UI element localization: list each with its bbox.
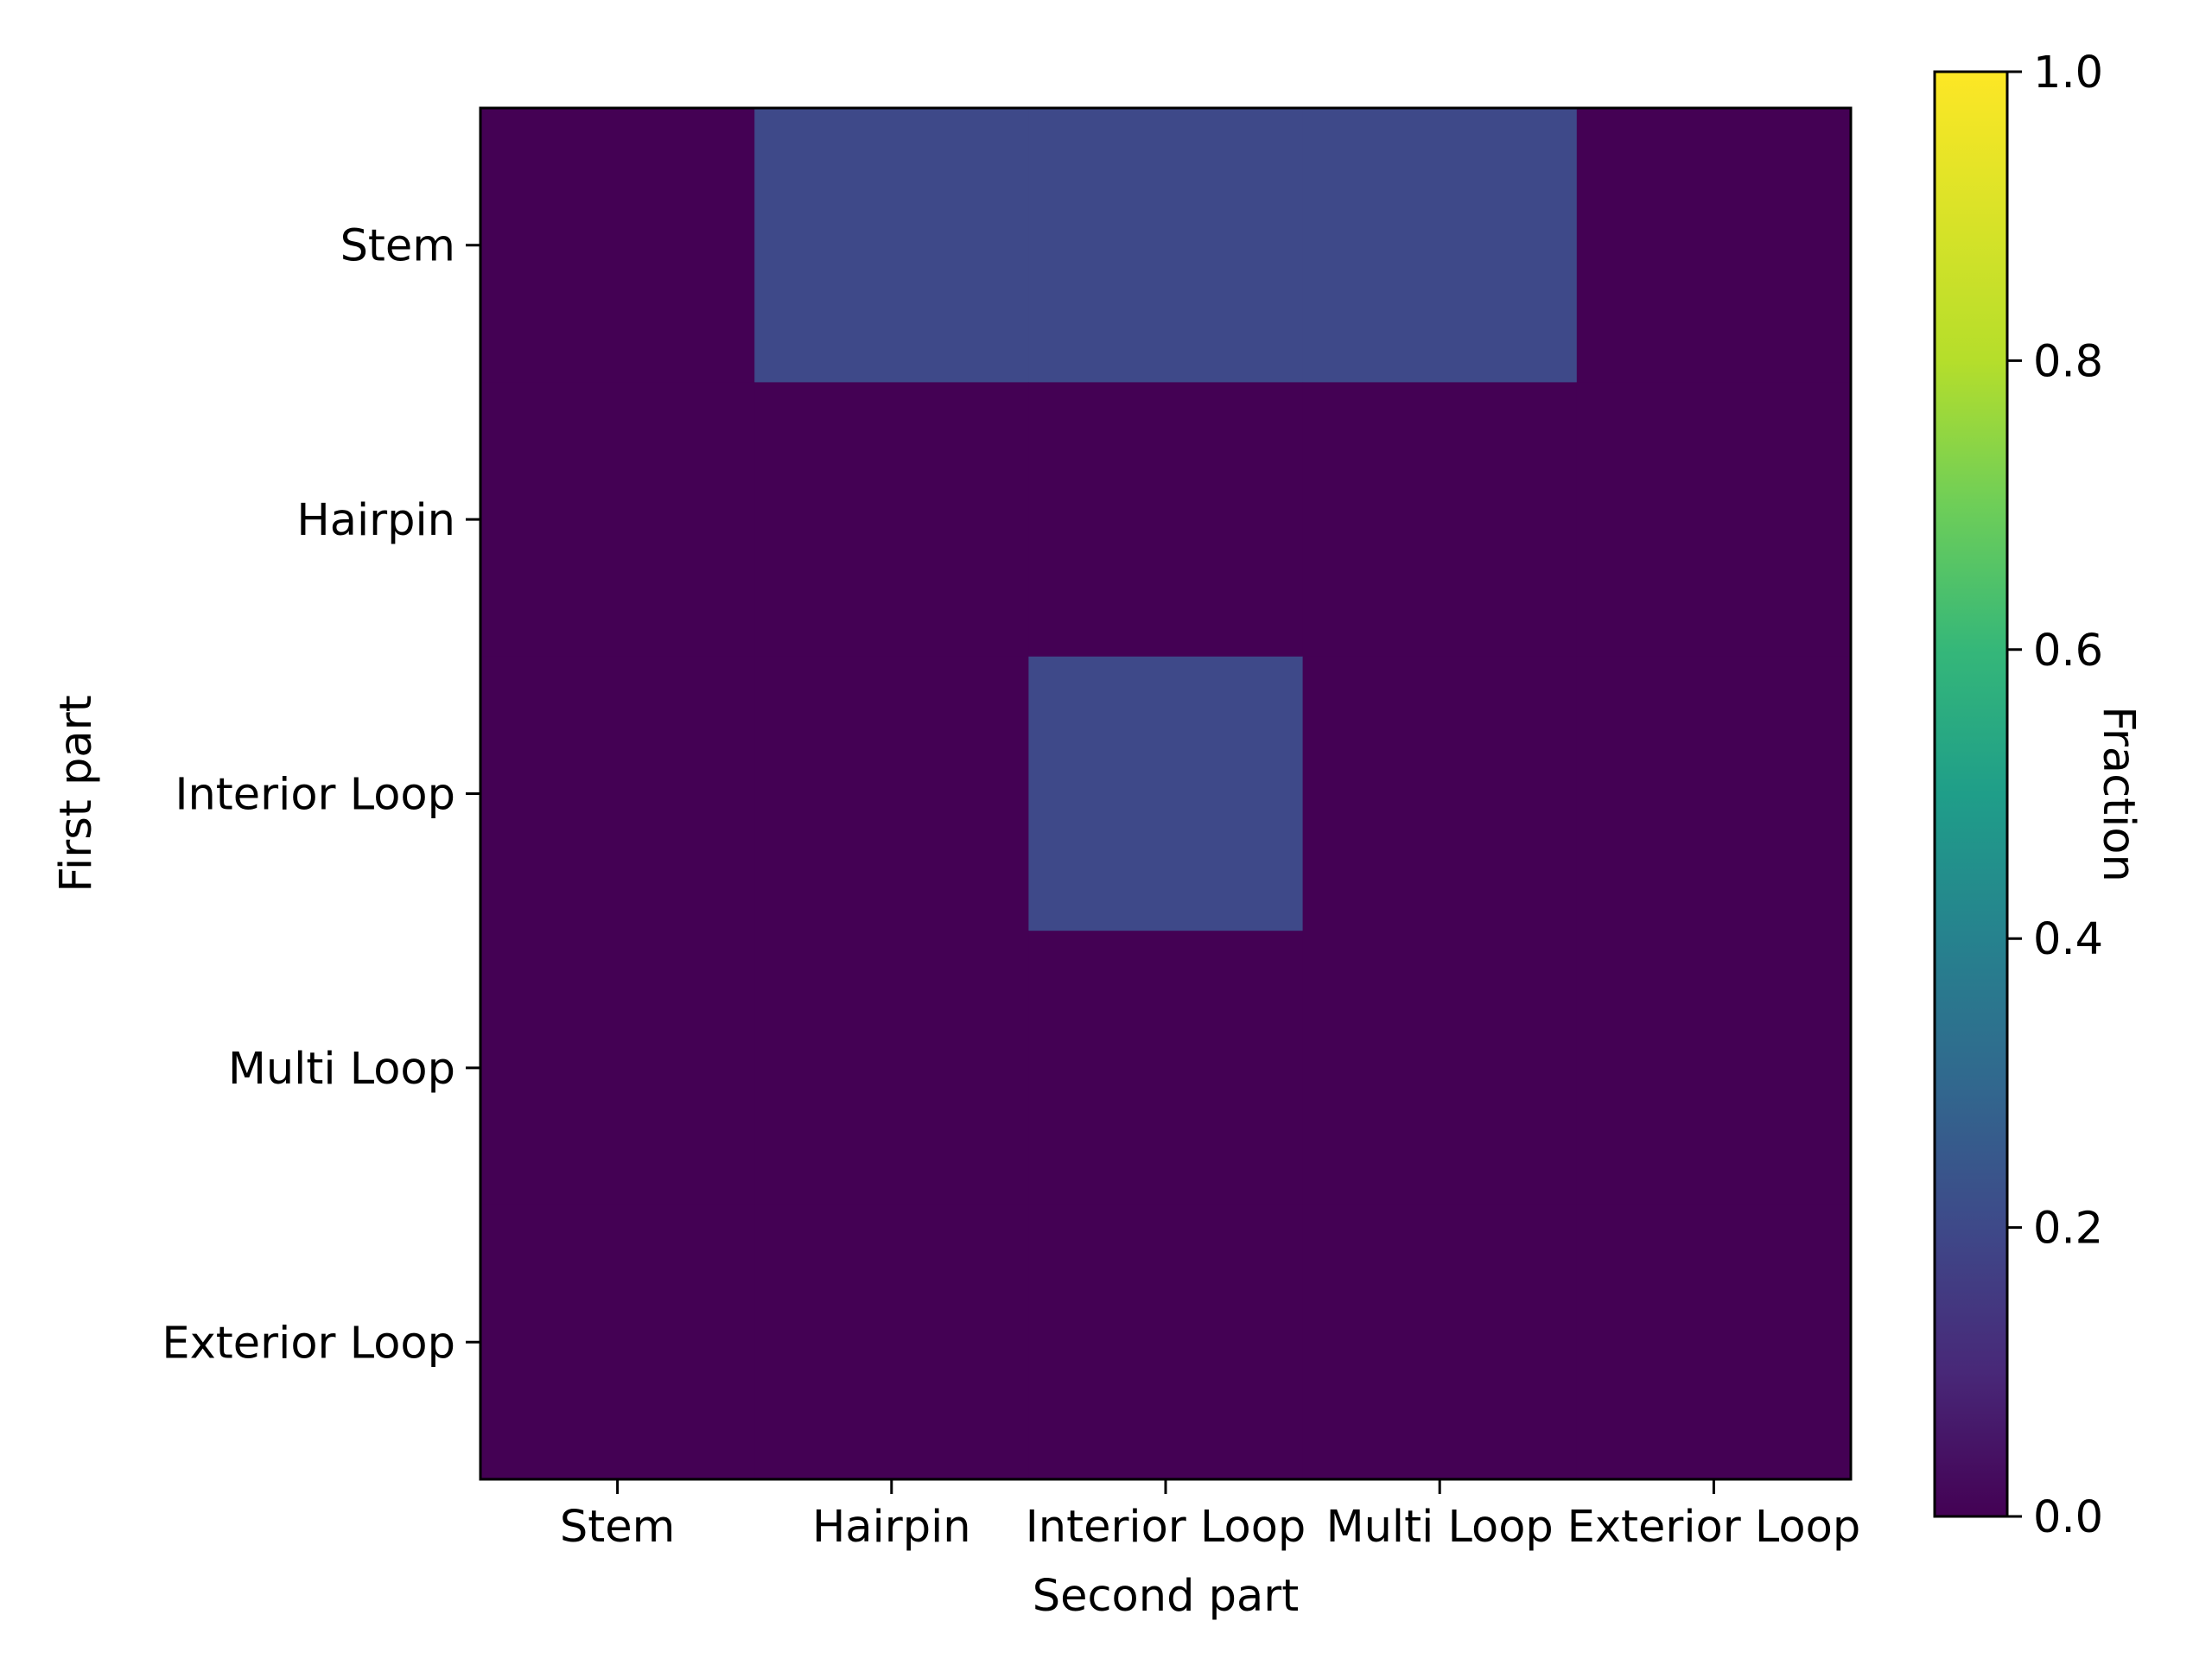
heatmap-cell xyxy=(1576,931,1852,1206)
heatmap-cell xyxy=(754,108,1029,383)
heatmap-cell xyxy=(1576,656,1852,931)
heatmap-cells xyxy=(480,108,1852,1480)
colorbar-tick-label: 0.8 xyxy=(2033,336,2103,387)
colorbar-tick-label: 0.0 xyxy=(2033,1492,2103,1543)
heatmap-cell xyxy=(1302,1205,1578,1480)
colorbar-label: Fraction xyxy=(2093,706,2144,882)
y-axis-label: First part xyxy=(51,695,102,892)
heatmap-cell xyxy=(480,931,755,1206)
heatmap-cell xyxy=(1028,1205,1304,1480)
x-tick-label: Multi Loop xyxy=(1326,1502,1554,1553)
x-tick-label: Exterior Loop xyxy=(1567,1502,1861,1553)
colorbar-tick-label: 0.2 xyxy=(2033,1204,2103,1255)
heatmap-cell xyxy=(480,656,755,931)
x-tick-label: Interior Loop xyxy=(1026,1502,1306,1553)
colorbar-tick-label: 1.0 xyxy=(2033,48,2103,99)
heatmap-cell xyxy=(1576,108,1852,383)
heatmap-cell xyxy=(1302,656,1578,931)
y-tick-label: Interior Loop xyxy=(175,770,455,821)
x-tick-label: Hairpin xyxy=(812,1502,971,1553)
heatmap-cell xyxy=(754,931,1029,1206)
y-tick-label: Hairpin xyxy=(296,495,455,546)
heatmap-cell xyxy=(1576,382,1852,658)
heatmap-cell xyxy=(480,382,755,658)
colorbar-tick-label: 0.6 xyxy=(2033,626,2103,677)
heatmap-cell xyxy=(1302,108,1578,383)
heatmap-cell xyxy=(1302,931,1578,1206)
heatmap-cell xyxy=(1028,382,1304,658)
colorbar xyxy=(1933,70,2009,1518)
heatmap-cell xyxy=(754,382,1029,658)
heatmap-cell xyxy=(1576,1205,1852,1480)
y-tick-label: Exterior Loop xyxy=(162,1318,455,1369)
heatmap-cell xyxy=(1028,656,1304,931)
heatmap-cell xyxy=(1028,931,1304,1206)
y-tick-label: Multi Loop xyxy=(228,1044,455,1095)
heatmap-cell xyxy=(754,656,1029,931)
colorbar-tick-label: 0.4 xyxy=(2033,914,2103,965)
heatmap-cell xyxy=(754,1205,1029,1480)
heatmap-cell xyxy=(480,108,755,383)
colorbar-ticks: 0.0 0.2 0.4 0.6 0.8 1.0 xyxy=(2007,48,2103,1543)
x-tick-label: Stem xyxy=(560,1502,675,1553)
y-axis-ticks: Stem Hairpin Interior Loop Multi Loop Exteri… xyxy=(162,221,480,1369)
heatmap-cell xyxy=(1028,108,1304,383)
y-tick-label: Stem xyxy=(340,221,455,272)
x-axis-label: Second part xyxy=(1033,1571,1300,1622)
heatmap-cell xyxy=(480,1205,755,1480)
x-axis-ticks: Stem Hairpin Interior Loop Multi Loop Exteri… xyxy=(560,1479,1860,1553)
heatmap-cell xyxy=(1302,382,1578,658)
